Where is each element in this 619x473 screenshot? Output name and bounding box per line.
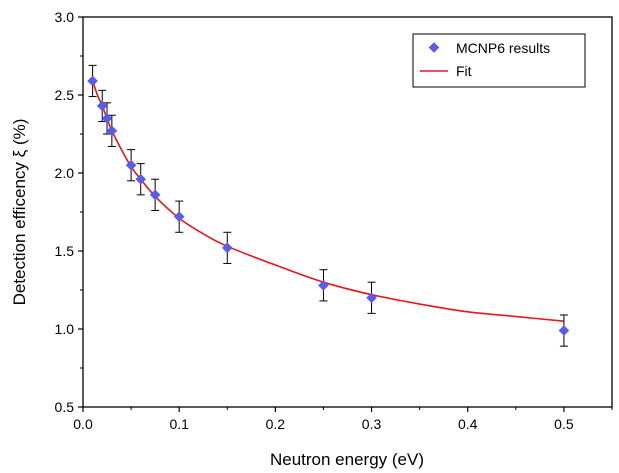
data-point xyxy=(87,75,98,87)
x-tick-label: 0.5 xyxy=(554,416,574,432)
data-point xyxy=(173,211,185,223)
y-ticks: 0.5 1.0 1.5 2.0 2.5 3.0 xyxy=(55,9,83,415)
x-tick-label: 0.3 xyxy=(362,416,382,432)
data-point xyxy=(558,325,570,336)
y-tick-label: 3.0 xyxy=(55,9,75,25)
legend-box xyxy=(412,33,586,88)
data-point xyxy=(101,113,113,124)
x-tick-label: 0.4 xyxy=(458,416,478,432)
y-tick-label: 1.0 xyxy=(55,321,75,337)
legend-label-fit: Fit xyxy=(456,63,472,79)
error-bar-layer xyxy=(88,64,568,347)
data-point xyxy=(135,173,147,185)
x-ticks: 0.0 0.1 0.2 0.3 0.4 0.5 xyxy=(73,407,613,432)
x-tick-label: 0.2 xyxy=(266,416,286,432)
point-layer xyxy=(87,75,570,336)
x-axis-title: Neutron energy (eV) xyxy=(270,450,424,469)
data-point xyxy=(125,159,137,171)
y-tick-label: 0.5 xyxy=(55,399,75,415)
y-axis-title: Detection efficency ξ (%) xyxy=(10,119,29,306)
data-point xyxy=(96,100,108,112)
y-tick-label: 2.5 xyxy=(55,87,75,103)
data-point xyxy=(318,279,329,291)
legend-marker-mcnp6 xyxy=(428,42,440,53)
y-tick-label: 1.5 xyxy=(55,243,75,259)
data-point xyxy=(366,292,377,304)
data-point xyxy=(106,125,118,137)
x-tick-label: 0.0 xyxy=(73,416,93,432)
y-tick-label: 2.0 xyxy=(55,165,75,181)
legend: MCNP6 results Fit xyxy=(412,33,586,88)
data-point xyxy=(149,189,161,201)
legend-label-mcnp6: MCNP6 results xyxy=(456,40,550,56)
x-tick-label: 0.1 xyxy=(169,416,189,432)
data-point xyxy=(221,242,233,254)
